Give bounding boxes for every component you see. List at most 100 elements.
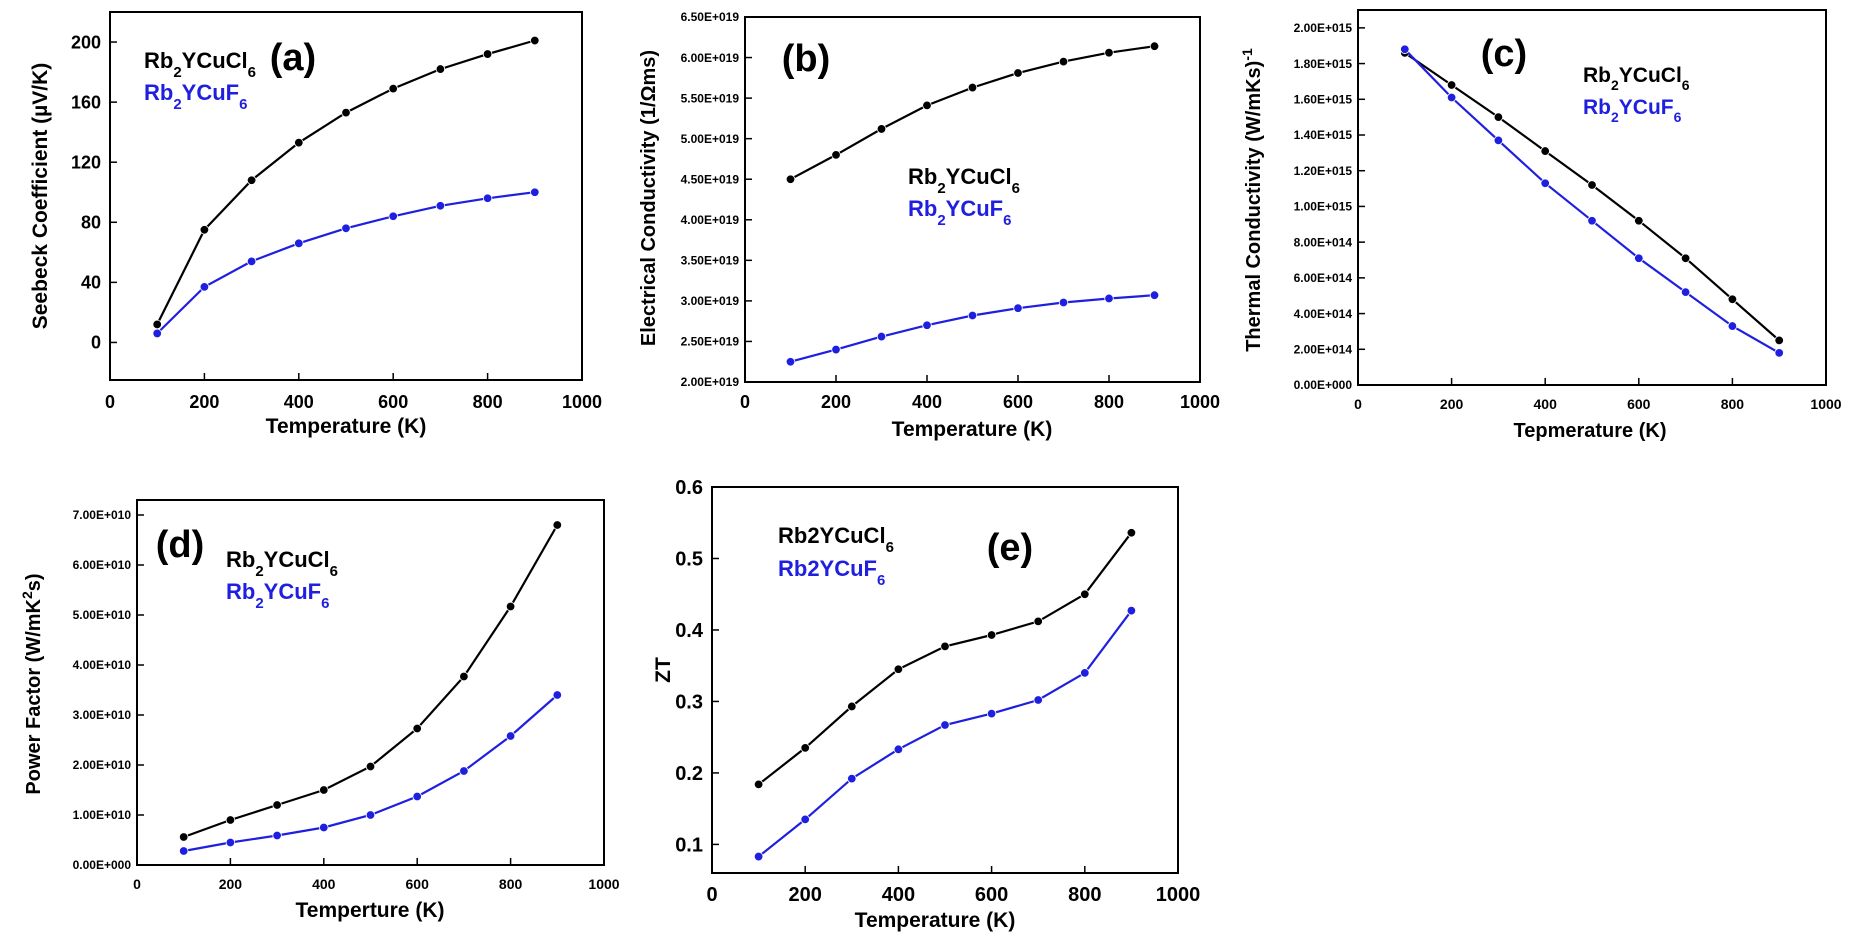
panel-e-label: (e) bbox=[987, 527, 1033, 569]
panel-d-data-point bbox=[225, 815, 236, 825]
panel-b-data-point bbox=[1013, 68, 1023, 78]
panel-d-xtick-label: 1000 bbox=[588, 876, 619, 892]
panel-b-ytick-label: 4.50E+019 bbox=[681, 172, 740, 186]
panel-c-ylabel: Thermal Conductivity (W/mKs)-1 bbox=[1239, 48, 1265, 352]
panel-e-xtick-label: 800 bbox=[1068, 884, 1101, 906]
panel-d-data-point bbox=[225, 837, 236, 848]
panel-c-ytick-label: 4.00E+014 bbox=[1294, 307, 1353, 321]
panel-b-ytick-label: 3.50E+019 bbox=[681, 254, 740, 268]
panel-d-ytick-label: 5.00E+010 bbox=[73, 608, 132, 622]
panel-c-data-point bbox=[1587, 180, 1597, 190]
panel-a-xtick-label: 400 bbox=[284, 392, 314, 412]
panel-d-data-point bbox=[412, 723, 422, 734]
panel-d-ytick-label: 7.00E+010 bbox=[73, 508, 132, 522]
panel-e-data-point bbox=[986, 708, 997, 719]
panel-b-data-point bbox=[1149, 41, 1160, 51]
panel-a-legend-cl: Rb2YCuCl6 bbox=[144, 48, 256, 81]
panel-c-ytick-label: 1.80E+015 bbox=[1294, 57, 1353, 71]
panel-a-ytick-label: 0 bbox=[91, 333, 101, 353]
panel-d-legend-f: Rb2YCuF6 bbox=[226, 579, 329, 612]
panel-e-data-point bbox=[1126, 605, 1137, 616]
panel-b-series-line-1 bbox=[790, 294, 1155, 363]
panel-b-frame bbox=[744, 16, 1201, 383]
panel-a-xtick-label: 0 bbox=[105, 392, 115, 412]
panel-d-xtick-label: 800 bbox=[499, 876, 523, 892]
panel-e-data-point bbox=[986, 630, 997, 640]
panel-a-xtick-label: 800 bbox=[473, 392, 503, 412]
panel-c-data-point bbox=[1446, 92, 1457, 103]
panel-b-ytick-label: 3.00E+019 bbox=[681, 294, 740, 308]
panel-c-xtick-label: 600 bbox=[1627, 396, 1651, 412]
panel-b-data-point bbox=[785, 174, 796, 184]
panel-a-data-point bbox=[388, 211, 398, 221]
panel-e-data-point bbox=[940, 720, 950, 730]
panel-b-ylabel: Electrical Conductivity (1/Ωms) bbox=[638, 50, 660, 346]
panel-d-data-point bbox=[319, 822, 329, 833]
panel-e-data-point bbox=[893, 744, 904, 755]
panel-e-ytick-label: 0.6 bbox=[675, 477, 703, 499]
panel-a-data-point bbox=[341, 223, 351, 233]
panel-d-data-point bbox=[505, 601, 516, 612]
panel-e-xtick-label: 1000 bbox=[1156, 884, 1201, 906]
panel-a-ylabel: Seebeck Coefficient (µV/K) bbox=[29, 63, 52, 330]
panel-c-marks: 0 200 400 600 800 1000 0.00E+000 2.00E+014 4.00E… bbox=[1294, 21, 1842, 412]
panel-a-data-point bbox=[482, 193, 493, 203]
panel-b-label: (b) bbox=[782, 38, 831, 80]
panel-b-data-point bbox=[1058, 56, 1069, 67]
panel-d-data-point bbox=[459, 671, 469, 682]
panel-e-xtick-label: 200 bbox=[789, 884, 822, 906]
panel-b-ytick-label: 6.00E+019 bbox=[681, 51, 740, 65]
panel-b-ytick-label: 5.50E+019 bbox=[681, 91, 740, 105]
panel-c-data-point bbox=[1540, 146, 1550, 156]
panel-d-xtick-label: 600 bbox=[406, 876, 430, 892]
panel-a-data-point bbox=[246, 256, 257, 267]
panel-c-label: (c) bbox=[1481, 33, 1527, 75]
panel-e-legend-f: Rb2YCuF6 bbox=[778, 556, 885, 589]
panel-c-ytick-label: 6.00E+014 bbox=[1294, 271, 1353, 285]
panel-a-data-point bbox=[435, 201, 446, 211]
panel-b-ytick-label: 4.00E+019 bbox=[681, 213, 740, 227]
panel-e-data-point bbox=[753, 779, 764, 790]
panel-b-data-point bbox=[876, 124, 887, 134]
panel-d-data-point bbox=[272, 830, 282, 841]
panel-d: 0 200 400 600 800 1000 0.00E+000 1.00E+010 2.00E… bbox=[19, 499, 620, 922]
panel-b-ytick-label: 2.00E+019 bbox=[681, 375, 740, 389]
panel-b: 0 200 400 600 800 1000 2.00E+019 2.50E+019 3.00E… bbox=[638, 10, 1220, 441]
panel-b-data-point bbox=[831, 344, 841, 355]
panel-b-ytick-label: 2.50E+019 bbox=[681, 335, 740, 349]
panel-c-ytick-label: 0.00E+000 bbox=[1294, 378, 1353, 392]
panel-d-data-point bbox=[319, 785, 329, 795]
panel-c-frame bbox=[1357, 9, 1827, 386]
panel-e-data-point bbox=[1033, 616, 1043, 627]
panel-e-data-point bbox=[1080, 668, 1090, 678]
panel-c-legend-f: Rb2YCuF6 bbox=[1583, 96, 1682, 125]
panel-a-data-point bbox=[294, 137, 304, 148]
panel-a-data-point bbox=[341, 107, 351, 118]
panel-c-xtick-label: 200 bbox=[1440, 396, 1464, 412]
panel-e-data-point bbox=[847, 773, 857, 784]
panel-c-xlabel: Tepmerature (K) bbox=[1514, 420, 1667, 442]
panel-a-series-line-1 bbox=[156, 191, 535, 335]
panel-e-ylabel: ZT bbox=[652, 657, 675, 683]
panel-b-xtick-label: 0 bbox=[740, 392, 750, 412]
panel-a-ytick-label: 40 bbox=[81, 273, 101, 293]
panel-e-ytick-label: 0.1 bbox=[675, 834, 703, 856]
panel-d-xtick-label: 400 bbox=[312, 876, 336, 892]
panel-e-ytick-label: 0.3 bbox=[675, 691, 703, 713]
panel-e-data-point bbox=[940, 641, 950, 652]
panel-c-data-point bbox=[1540, 178, 1550, 188]
panel-b-xtick-label: 400 bbox=[912, 392, 942, 412]
panel-d-data-point bbox=[412, 791, 422, 802]
panel-c-ytick-label: 8.00E+014 bbox=[1294, 235, 1353, 249]
panel-c-ytick-label: 1.00E+015 bbox=[1294, 200, 1353, 214]
panel-c-ytick-label: 1.40E+015 bbox=[1294, 128, 1353, 142]
panel-c-xtick-label: 0 bbox=[1354, 396, 1362, 412]
panel-b-data-point bbox=[1058, 297, 1069, 308]
panel-a-xtick-label: 200 bbox=[189, 392, 219, 412]
panel-a-data-point bbox=[530, 35, 540, 46]
panel-e-xtick-label: 400 bbox=[882, 884, 915, 906]
panel-c-data-point bbox=[1774, 335, 1784, 346]
panel-a-data-point bbox=[530, 187, 540, 197]
panel-e-data-point bbox=[1126, 528, 1137, 538]
panel-b-ytick-label: 5.00E+019 bbox=[681, 132, 740, 146]
